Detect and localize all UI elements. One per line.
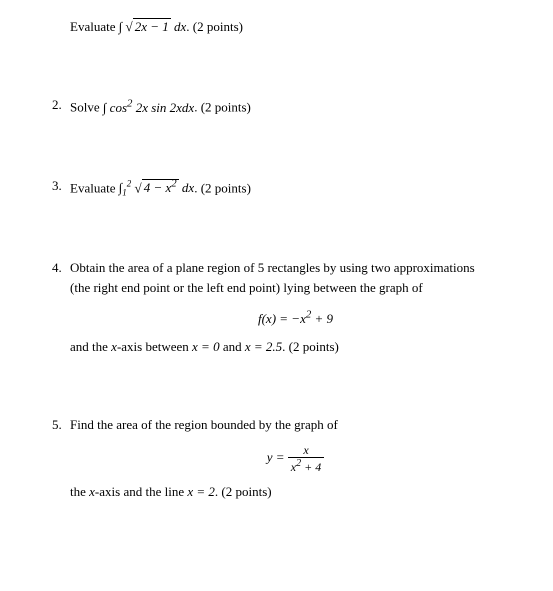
p2-text-b: . (2 points) bbox=[194, 100, 251, 115]
p5-l2d: x = 2 bbox=[187, 484, 215, 499]
p2-number: 2. bbox=[52, 96, 62, 114]
p4-l3g: . (2 points) bbox=[282, 339, 339, 354]
p5-l2a: the bbox=[70, 484, 89, 499]
p4-l3e: and bbox=[223, 339, 245, 354]
p3-math: ∫12 √4 − x2 dx bbox=[119, 180, 194, 195]
p5-number: 5. bbox=[52, 416, 62, 434]
p4-l3f: x = 2.5 bbox=[245, 339, 282, 354]
p5-frac-bot: x2 + 4 bbox=[288, 458, 324, 473]
p4-formula: f(x) = −x2 + 9 bbox=[70, 308, 521, 329]
p5-frac-top: x bbox=[288, 444, 324, 458]
p5-l2e: . (2 points) bbox=[215, 484, 272, 499]
p5-line2: the x-axis and the line x = 2. (2 points… bbox=[70, 483, 521, 501]
problem-3-text: Evaluate ∫12 √4 − x2 dx. (2 points) bbox=[70, 177, 521, 200]
problem-2-text: Solve ∫ cos2 2x sin 2xdx. (2 points) bbox=[70, 96, 521, 117]
p5-formula: y = xx2 + 4 bbox=[70, 444, 521, 473]
problem-4: 4. Obtain the area of a plane region of … bbox=[70, 259, 521, 356]
p1-text-a: Evaluate bbox=[70, 19, 119, 34]
p4-formula-math: f(x) = −x2 + 9 bbox=[258, 311, 333, 326]
p4-l3c: -axis between bbox=[117, 339, 192, 354]
p5-l2c: -axis and the line bbox=[95, 484, 187, 499]
p2-text-a: Solve bbox=[70, 100, 103, 115]
p4-line1: Obtain the area of a plane region of 5 r… bbox=[70, 259, 521, 277]
problem-5: 5. Find the area of the region bounded b… bbox=[70, 416, 521, 501]
p4-number: 4. bbox=[52, 259, 62, 277]
p3-number: 3. bbox=[52, 177, 62, 195]
p5-lhs: y = bbox=[267, 450, 288, 465]
p3-text-b: . (2 points) bbox=[194, 180, 251, 195]
problem-1-text: Evaluate ∫ √2x − 1 dx. (2 points) bbox=[70, 18, 521, 36]
p1-math: ∫ √2x − 1 dx bbox=[119, 19, 187, 34]
p4-line2: (the right end point or the left end poi… bbox=[70, 279, 521, 297]
p2-math: ∫ cos2 2x sin 2xdx bbox=[103, 100, 194, 115]
problem-1: Evaluate ∫ √2x − 1 dx. (2 points) bbox=[70, 18, 521, 36]
problem-3: 3. Evaluate ∫12 √4 − x2 dx. (2 points) bbox=[70, 177, 521, 200]
p5-line1: Find the area of the region bounded by t… bbox=[70, 416, 521, 434]
p4-line3: and the x-axis between x = 0 and x = 2.5… bbox=[70, 338, 521, 356]
p4-l3d: x = 0 bbox=[192, 339, 223, 354]
p3-text-a: Evaluate bbox=[70, 180, 119, 195]
p4-l3a: and the bbox=[70, 339, 111, 354]
problem-2: 2. Solve ∫ cos2 2x sin 2xdx. (2 points) bbox=[70, 96, 521, 117]
p5-fraction: xx2 + 4 bbox=[288, 444, 324, 473]
p1-text-b: . (2 points) bbox=[186, 19, 243, 34]
